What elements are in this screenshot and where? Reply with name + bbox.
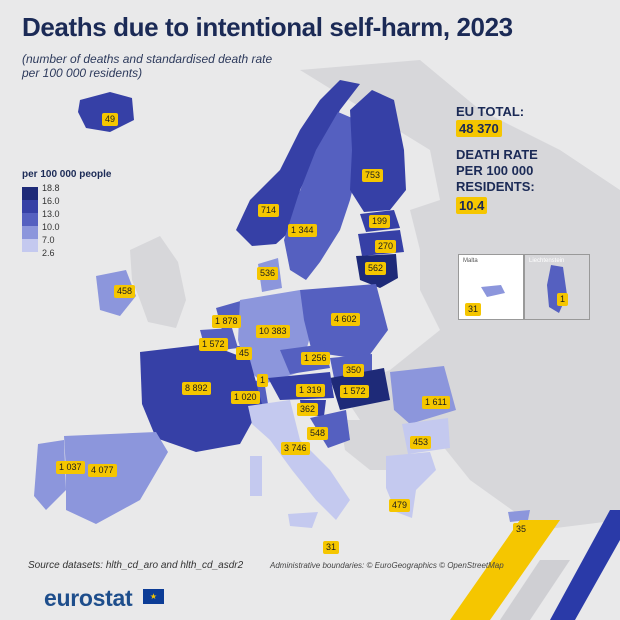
country-iceland <box>78 92 134 132</box>
country-sicily <box>288 512 318 528</box>
legend-swatch-3 <box>22 213 38 226</box>
label-hungary: 1 572 <box>340 385 369 398</box>
country-romania <box>390 366 456 424</box>
legend-swatch-2 <box>22 200 38 213</box>
label-iceland: 49 <box>102 113 119 126</box>
label-greece: 479 <box>389 499 411 512</box>
label-romania: 1 611 <box>422 396 450 409</box>
country-spain <box>64 432 168 524</box>
label-slovakia: 350 <box>343 364 365 377</box>
label-spain: 4 077 <box>88 464 117 477</box>
legend-tick: 13.0 <box>42 209 60 219</box>
legend-title: per 100 000 people <box>22 169 112 180</box>
legend-tick: 2.6 <box>42 248 55 258</box>
label-france: 8 892 <box>182 382 211 395</box>
label-portugal: 1 037 <box>56 461 85 474</box>
source-note: Source datasets: hlth_cd_aro and hlth_cd… <box>28 560 244 571</box>
eu-flag-icon: ★ <box>143 589 164 604</box>
page-title: Deaths due to intentional self-harm, 202… <box>22 12 513 42</box>
decorative-stripe-yellow <box>450 520 560 620</box>
legend-swatch-4 <box>22 226 38 239</box>
legend-tick: 18.8 <box>42 183 60 193</box>
death-rate-label-2: PER 100 000 <box>456 163 534 178</box>
label-finland: 753 <box>362 169 384 182</box>
label-czechia: 1 256 <box>301 352 330 365</box>
inset-malta-title: Malta <box>463 258 478 264</box>
label-austria: 1 319 <box>296 384 325 397</box>
legend-tick: 10.0 <box>42 222 60 232</box>
label-liechtenstein-map: 1 <box>257 374 269 387</box>
label-belgium: 1 572 <box>199 338 228 351</box>
label-norway: 714 <box>258 204 280 217</box>
label-poland: 4 602 <box>331 313 360 326</box>
eurostat-logo: eurostat <box>44 585 133 611</box>
admin-boundaries-note: Administrative boundaries: © EuroGeograp… <box>270 561 504 570</box>
country-france <box>140 344 262 452</box>
label-luxembourg: 45 <box>236 347 253 360</box>
death-rate-label-3: RESIDENTS: <box>456 179 535 194</box>
legend-swatch-1 <box>22 187 38 200</box>
death-rate-value: 10.4 <box>456 197 488 214</box>
country-cyprus <box>508 510 530 522</box>
label-switzerland: 1 020 <box>231 391 260 404</box>
label-latvia: 270 <box>375 240 397 253</box>
label-italy: 3 746 <box>281 442 310 455</box>
legend-swatch-5 <box>22 239 38 252</box>
inset-liechtenstein-title: Liechtenstein <box>529 258 565 264</box>
label-bulgaria: 453 <box>410 436 432 449</box>
country-portugal <box>34 440 66 510</box>
page-subtitle: (number of deaths and standardised death… <box>22 52 273 80</box>
label-slovenia: 362 <box>297 403 319 416</box>
country-sweden <box>284 112 360 280</box>
decorative-stripe-blue <box>550 510 620 620</box>
label-lithuania: 562 <box>365 262 387 275</box>
uk-land <box>130 236 186 328</box>
legend-tick: 7.0 <box>42 235 55 245</box>
death-rate-label-1: DEATH RATE <box>456 147 538 162</box>
eu-total-label: EU TOTAL: <box>456 104 525 119</box>
eu-total-value: 48 370 <box>456 120 502 137</box>
label-inset-malta: 31 <box>465 303 482 316</box>
country-italy <box>248 400 350 520</box>
inset-malta-shape <box>481 285 505 297</box>
label-inset-liechtenstein: 1 <box>557 293 569 306</box>
country-croatia <box>310 410 350 448</box>
inset-liechtenstein-shape <box>547 265 567 313</box>
label-croatia: 548 <box>307 427 329 440</box>
label-denmark: 536 <box>257 267 279 280</box>
country-sardinia <box>250 456 262 496</box>
legend-tick: 16.0 <box>42 196 60 206</box>
inset-liechtenstein: Liechtenstein <box>524 254 590 320</box>
label-estonia: 199 <box>369 215 391 228</box>
label-germany: 10 383 <box>256 325 290 338</box>
label-ireland: 458 <box>114 285 136 298</box>
decorative-stripe-gray <box>500 560 570 620</box>
label-sweden: 1 344 <box>288 224 317 237</box>
label-netherlands: 1 878 <box>212 315 241 328</box>
label-malta-map: 31 <box>323 541 340 554</box>
label-cyprus: 35 <box>513 523 530 536</box>
